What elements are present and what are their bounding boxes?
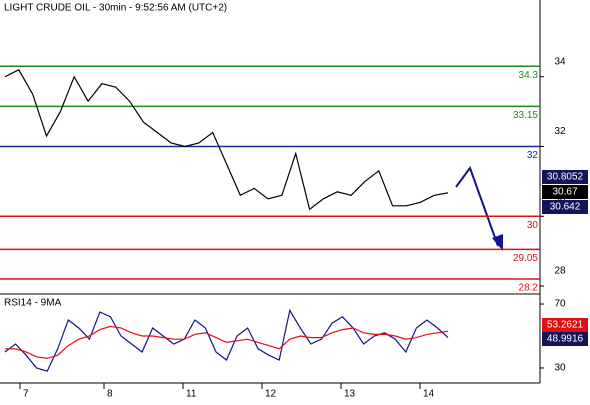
series-line <box>5 325 449 360</box>
y-tick-label: 32 <box>554 126 566 137</box>
value-box <box>542 318 588 332</box>
level-label: 29.05 <box>513 253 538 264</box>
x-tick-label: 11 <box>186 389 197 400</box>
level-label: 33.15 <box>513 110 538 121</box>
level-label: 30 <box>527 220 539 231</box>
y-tick-label: 30 <box>554 363 566 374</box>
value-box <box>542 332 588 346</box>
value-box <box>542 185 588 199</box>
value-box <box>542 200 588 214</box>
value-label: 48.9916 <box>547 334 584 345</box>
y-tick-label: 70 <box>554 299 566 310</box>
y-tick-label: 28 <box>554 266 566 277</box>
x-tick-label: 8 <box>107 389 113 400</box>
level-label: 34.3 <box>519 70 539 81</box>
y-tick-label: 34 <box>554 56 566 67</box>
level-label: 28.2 <box>519 283 539 294</box>
forecast-arrow <box>455 165 499 247</box>
x-tick-label: 13 <box>344 389 356 400</box>
x-tick-label: 7 <box>23 389 29 400</box>
chart-title: LIGHT CRUDE OIL - 30min - 9:52:56 AM (UT… <box>4 3 227 14</box>
value-box <box>542 170 588 184</box>
arrow-head <box>492 234 503 251</box>
x-tick-label: 14 <box>423 389 435 400</box>
level-label: 32 <box>527 150 539 161</box>
value-label: 30.67 <box>552 187 577 198</box>
value-label: 53.2621 <box>547 320 584 331</box>
value-label: 30.642 <box>550 202 581 213</box>
x-tick-label: 12 <box>265 389 277 400</box>
rsi-title: RSI14 - 9MA <box>4 298 62 309</box>
series-line <box>4 308 449 372</box>
series-line <box>4 69 449 211</box>
value-label: 30.8052 <box>547 172 584 183</box>
